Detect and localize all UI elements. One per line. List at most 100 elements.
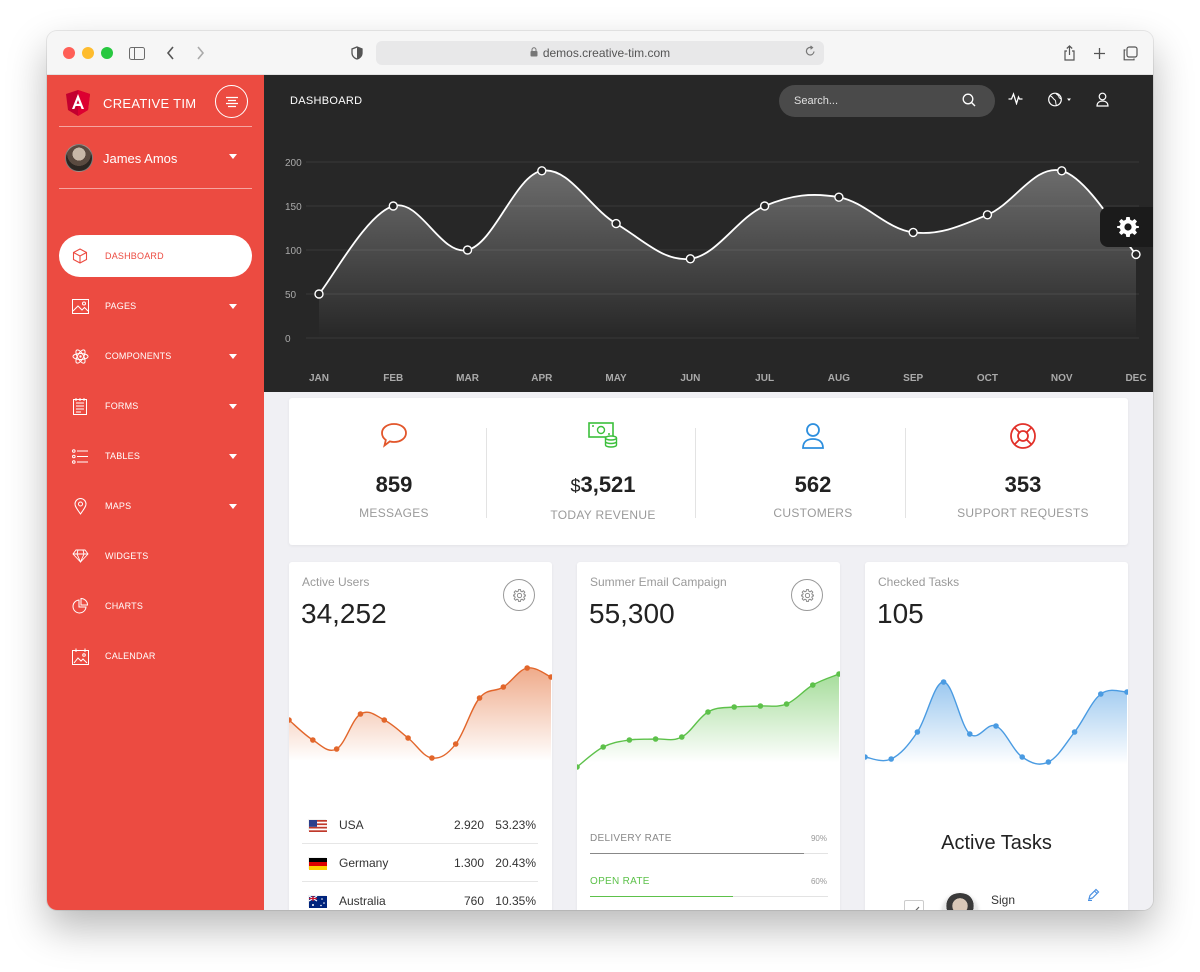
atom-icon xyxy=(71,347,89,365)
data-point[interactable] xyxy=(310,737,316,743)
data-point[interactable] xyxy=(810,682,816,688)
data-point[interactable] xyxy=(834,192,844,202)
avatar xyxy=(65,144,93,172)
settings-button[interactable] xyxy=(1100,207,1153,247)
sidebar-item-label: PAGES xyxy=(105,301,137,311)
data-point[interactable] xyxy=(388,201,398,211)
data-point[interactable] xyxy=(577,764,580,770)
sidebar-item-forms[interactable]: FORMS xyxy=(47,385,264,427)
data-point[interactable] xyxy=(611,218,621,229)
data-point[interactable] xyxy=(1019,754,1025,760)
data-point[interactable] xyxy=(1057,166,1067,176)
data-point[interactable] xyxy=(452,741,459,747)
search-input[interactable] xyxy=(779,85,995,117)
data-point[interactable] xyxy=(462,245,473,255)
data-point[interactable] xyxy=(888,756,894,762)
data-point[interactable] xyxy=(1045,759,1052,765)
zoom-window-button[interactable] xyxy=(101,47,113,59)
data-point[interactable] xyxy=(357,711,364,717)
address-bar[interactable]: demos.creative-tim.com xyxy=(376,41,824,65)
data-point[interactable] xyxy=(524,665,530,671)
page-title[interactable]: DASHBOARD xyxy=(290,95,363,107)
data-point[interactable] xyxy=(537,166,547,176)
y-tick-label: 200 xyxy=(285,158,302,169)
data-point[interactable] xyxy=(757,703,764,709)
data-point[interactable] xyxy=(836,671,840,677)
minimize-window-button[interactable] xyxy=(82,47,94,59)
data-point[interactable] xyxy=(1071,729,1078,735)
data-point[interactable] xyxy=(731,704,737,710)
data-point[interactable] xyxy=(1098,691,1104,697)
data-point[interactable] xyxy=(1124,689,1128,695)
share-icon[interactable] xyxy=(1057,41,1081,65)
data-point[interactable] xyxy=(289,717,292,723)
y-tick-label: 100 xyxy=(285,246,302,257)
data-point[interactable] xyxy=(865,754,868,760)
sidebar-divider xyxy=(59,188,252,189)
brand-name: CREATIVE TIM xyxy=(103,95,197,111)
sidebar-minimize-button[interactable] xyxy=(215,85,248,118)
sidebar-item-components[interactable]: COMPONENTS xyxy=(47,335,264,377)
sidebar-item-pages[interactable]: PAGES xyxy=(47,285,264,327)
data-point[interactable] xyxy=(429,755,435,761)
data-point[interactable] xyxy=(500,684,507,690)
privacy-shield-icon[interactable] xyxy=(345,41,369,65)
active-tasks-title: Active Tasks xyxy=(941,832,1052,854)
search-icon[interactable] xyxy=(962,93,976,112)
data-point[interactable] xyxy=(405,735,411,741)
sidebar-item-widgets[interactable]: WIDGETS xyxy=(47,535,264,577)
new-tab-icon[interactable] xyxy=(1087,41,1111,65)
stat-label: SUPPORT REQUESTS xyxy=(957,506,1089,520)
country-count: 2.920 xyxy=(453,817,484,832)
data-point[interactable] xyxy=(600,744,606,750)
data-point[interactable] xyxy=(982,210,993,220)
country-percent: 10.35% xyxy=(495,893,536,908)
angular-logo-icon xyxy=(66,90,90,116)
data-point[interactable] xyxy=(967,731,973,737)
data-point[interactable] xyxy=(908,227,918,238)
back-icon[interactable] xyxy=(158,41,182,65)
data-point[interactable] xyxy=(381,717,388,723)
activity-icon[interactable] xyxy=(1008,92,1023,105)
user-icon[interactable] xyxy=(1096,92,1109,107)
sidebar-item-calendar[interactable]: CALENDAR xyxy=(47,635,264,677)
active-users-card: Active Users 34,252 USA 2.920 53.23% German… xyxy=(289,562,552,910)
data-point[interactable] xyxy=(914,729,921,735)
data-point[interactable] xyxy=(626,737,633,743)
data-point[interactable] xyxy=(1131,249,1141,260)
data-point[interactable] xyxy=(705,709,711,715)
sidebar-item-dashboard[interactable]: DASHBOARD xyxy=(59,235,252,277)
task-text: Sign contract xyxy=(991,893,1016,907)
data-point[interactable] xyxy=(314,289,324,299)
sidebar-item-tables[interactable]: TABLES xyxy=(47,435,264,477)
sidebar-item-maps[interactable]: MAPS xyxy=(47,485,264,527)
checked-tasks-card: Checked Tasks 105 Active Tasks Sign cont… xyxy=(865,562,1128,910)
reload-icon[interactable] xyxy=(805,45,816,60)
data-point[interactable] xyxy=(679,734,685,740)
data-point[interactable] xyxy=(993,723,999,729)
data-point[interactable] xyxy=(685,254,696,264)
card-settings-button[interactable] xyxy=(503,579,535,611)
data-point[interactable] xyxy=(333,746,340,752)
sidebar-item-charts[interactable]: CHARTS xyxy=(47,585,264,627)
close-window-button[interactable] xyxy=(63,47,75,59)
data-point[interactable] xyxy=(759,201,770,211)
data-point[interactable] xyxy=(476,695,483,701)
x-tick-label: NOV xyxy=(1051,373,1073,384)
forward-icon[interactable] xyxy=(188,41,212,65)
sidebar-toggle-icon[interactable] xyxy=(125,41,149,65)
brand[interactable]: CREATIVE TIM xyxy=(65,87,196,119)
globe-icon[interactable] xyxy=(1048,92,1072,107)
task-checkbox[interactable] xyxy=(904,900,924,910)
card-settings-button[interactable] xyxy=(791,579,823,611)
edit-icon[interactable] xyxy=(1087,888,1100,906)
user-caret-icon[interactable] xyxy=(229,154,237,159)
progress-percent: 60% xyxy=(810,877,827,886)
data-point[interactable] xyxy=(548,674,552,680)
data-point[interactable] xyxy=(940,679,947,685)
data-point[interactable] xyxy=(783,701,790,707)
data-point[interactable] xyxy=(652,736,659,742)
user-menu[interactable]: James Amos xyxy=(65,143,177,173)
stat-messages: 859 MESSAGES xyxy=(289,398,499,545)
tab-overview-icon[interactable] xyxy=(1118,41,1142,65)
